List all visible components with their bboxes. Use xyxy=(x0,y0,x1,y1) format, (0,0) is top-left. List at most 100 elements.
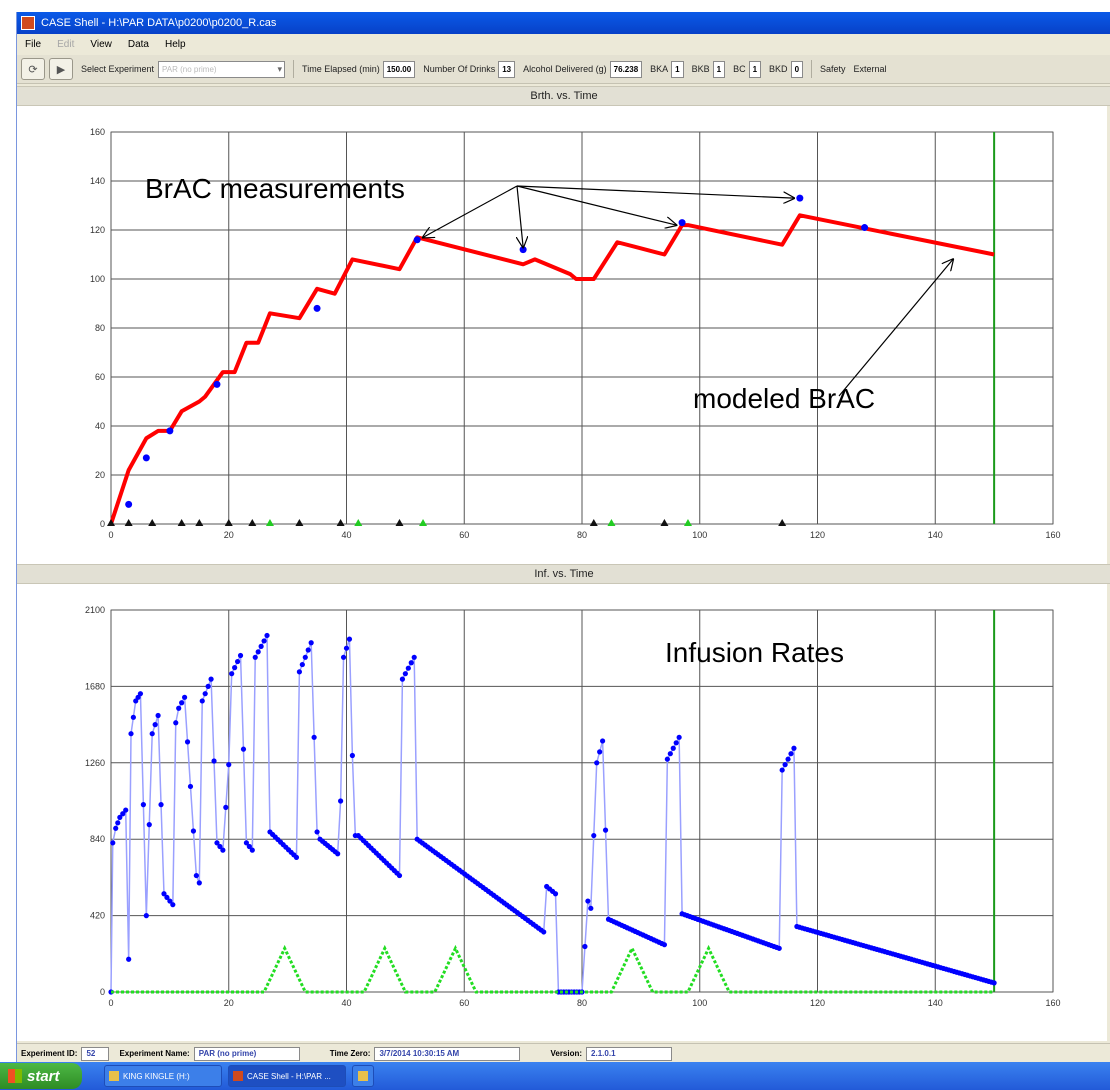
x-tick-label: 140 xyxy=(928,998,943,1008)
infusion-rate-point xyxy=(234,658,241,665)
infusion-rate-point xyxy=(597,749,603,755)
y-tick-label: 1260 xyxy=(85,758,105,768)
refresh-icon: ⟳ xyxy=(28,63,38,76)
infusion-rates-annotation: Infusion Rates xyxy=(665,637,844,668)
infusion-rate-point xyxy=(585,898,591,904)
infusion-rate-point xyxy=(184,739,191,745)
infusion-rate-point xyxy=(293,854,300,860)
menu-file[interactable]: File xyxy=(25,38,42,50)
infusion-rate-point xyxy=(173,720,179,726)
infusion-rate-point xyxy=(261,638,267,644)
taskbar-item-extra[interactable] xyxy=(352,1065,374,1087)
infusion-rate-point xyxy=(223,804,229,810)
brac-measurements-annotation: BrAC measurements xyxy=(145,173,405,204)
refresh-button[interactable]: ⟳ xyxy=(21,58,45,80)
infusion-rate-point xyxy=(115,820,121,826)
x-tick-label: 60 xyxy=(459,530,469,540)
infusion-rate-point xyxy=(211,758,217,764)
event-marker-black xyxy=(336,519,345,526)
infusion-rate-point xyxy=(311,734,317,740)
x-tick-label: 160 xyxy=(1045,530,1060,540)
menu-edit: Edit xyxy=(57,38,75,50)
infusion-rate-point xyxy=(588,905,594,911)
status-bar: Experiment ID: 52 Experiment Name: PAR (… xyxy=(17,1043,1110,1063)
infusion-rate-point xyxy=(110,840,116,846)
folder-icon xyxy=(109,1071,119,1081)
infusion-rate-point xyxy=(408,660,414,666)
green-rate-line xyxy=(111,944,995,994)
infusion-rate-point xyxy=(667,751,673,757)
taskbar-item-case-shell[interactable]: CASE Shell - H:\PAR ... xyxy=(228,1065,346,1087)
infusion-rate-point xyxy=(340,654,347,660)
infusion-rate-point xyxy=(541,929,547,935)
event-marker-black xyxy=(195,519,204,526)
brac-chart: 0 20 40 60 80 100 120 140 160 0 20 40 60 80 100 120 140 1… xyxy=(90,127,1061,540)
taskbar-item-drive[interactable]: KING KINGLE (H:) xyxy=(104,1065,222,1087)
infusion-rate-point xyxy=(196,880,202,886)
infusion-rate-point xyxy=(140,802,146,808)
infusion-rate-point xyxy=(123,807,129,813)
windows-logo-icon xyxy=(8,1069,22,1083)
infusion-rate-point xyxy=(117,814,123,820)
event-marker-black xyxy=(660,519,669,526)
x-tick-label: 20 xyxy=(224,998,234,1008)
bkd-label: BKD xyxy=(769,64,788,74)
menu-bar: File Edit View Data Help xyxy=(17,34,1110,54)
x-tick-label: 120 xyxy=(810,530,825,540)
infusion-rate-point xyxy=(299,661,305,668)
infusion-rate-point xyxy=(137,691,144,697)
infusion-rate-point xyxy=(661,942,668,948)
y-tick-label: 0 xyxy=(100,519,105,529)
infusion-rate-point xyxy=(246,843,252,850)
infusion-rate-point xyxy=(181,694,188,700)
top-chart-panel: 0 20 40 60 80 100 120 140 160 0 20 40 60 80 100 120 140 1… xyxy=(17,106,1107,564)
infusion-rate-point xyxy=(226,762,232,768)
toolbar-separator xyxy=(293,60,295,78)
infusion-rate-point xyxy=(402,671,408,677)
infusion-rate-point xyxy=(237,652,244,659)
infusion-rate-point xyxy=(190,828,197,834)
alcohol-delivered-label: Alcohol Delivered (g) xyxy=(523,64,607,74)
event-marker-black xyxy=(778,519,787,526)
play-button[interactable]: ▶ xyxy=(49,58,73,80)
infusion-rate-point xyxy=(214,840,220,846)
safety-button[interactable]: Safety xyxy=(820,64,846,74)
brac-measurement-point xyxy=(142,454,150,462)
play-icon: ▶ xyxy=(56,63,66,76)
y-tick-label: 120 xyxy=(90,225,105,235)
infusion-rate-point xyxy=(991,980,997,986)
infusion-chart: 0 20 40 60 80 100 120 140 160 0 420 840 1260 1680 2100… xyxy=(85,605,1061,1008)
x-tick-label: 100 xyxy=(692,530,707,540)
infusion-rate-point xyxy=(314,829,320,835)
menu-view[interactable]: View xyxy=(90,38,112,50)
experiment-select[interactable]: PAR (no prime) xyxy=(158,60,286,78)
y-tick-label: 160 xyxy=(90,127,105,137)
time-zero-label: Time Zero: xyxy=(329,1049,371,1058)
time-zero-field: 3/7/2014 10:30:15 AM xyxy=(374,1046,521,1061)
infusion-rate-point xyxy=(396,872,403,879)
infusion-rate-point xyxy=(255,649,261,655)
infusion-rate-point xyxy=(785,756,791,762)
bottom-chart-panel: 0 20 40 60 80 100 120 140 160 0 420 840 1260 1680 2100… xyxy=(17,584,1107,1041)
modeled-brac-line xyxy=(109,213,995,525)
y-tick-label: 80 xyxy=(95,323,105,333)
start-button[interactable]: start xyxy=(0,1063,82,1089)
event-marker-black xyxy=(177,519,186,526)
infusion-rate-point xyxy=(670,745,676,751)
infusion-rate-point xyxy=(296,669,302,675)
infusion-rate-point xyxy=(179,700,185,706)
bka-label: BKA xyxy=(650,64,669,74)
infusion-rate-point xyxy=(302,654,308,660)
annotation-arrow xyxy=(516,185,794,198)
infusion-rate-point xyxy=(176,705,182,711)
event-marker-black xyxy=(589,519,598,526)
external-button[interactable]: External xyxy=(853,64,887,74)
event-marker-black xyxy=(295,519,304,526)
infusion-rate-point xyxy=(308,640,314,646)
infusion-rate-point xyxy=(229,671,235,677)
experiment-name-field: PAR (no prime) xyxy=(193,1046,300,1061)
event-marker-black xyxy=(148,519,157,526)
menu-help[interactable]: Help xyxy=(164,38,186,50)
menu-data[interactable]: Data xyxy=(127,38,149,50)
infusion-rate-point xyxy=(220,847,226,853)
